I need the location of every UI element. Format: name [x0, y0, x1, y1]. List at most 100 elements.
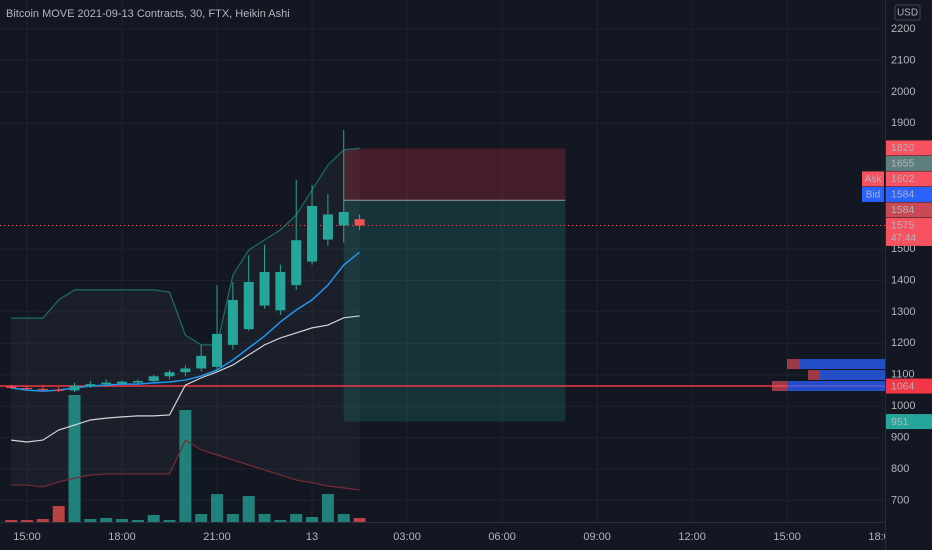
position-target-zone	[343, 200, 566, 422]
y-tick-label: 1200	[891, 337, 915, 349]
candle-body	[180, 368, 191, 373]
x-tick-label: 18:00	[108, 531, 136, 543]
volume-bar	[5, 520, 18, 522]
candle-body	[101, 382, 112, 385]
candle-body	[69, 385, 80, 391]
x-tick-label: 09:00	[583, 531, 611, 543]
indicator-line	[11, 315, 360, 443]
x-tick-label: 13	[306, 531, 318, 543]
indicator-line	[11, 147, 360, 346]
currency: USD	[897, 8, 918, 19]
price-tag-label: 1820	[891, 142, 915, 154]
plot-area: Bitcoin MOVE 2021-09-13 Contracts, 30, F…	[0, 0, 885, 522]
volume-bar	[100, 518, 113, 522]
price-tag-label: 1584	[891, 204, 915, 216]
y-tick-label: 900	[891, 431, 909, 443]
volume-bar	[211, 494, 224, 522]
candle-body	[22, 387, 33, 389]
profile-sell	[772, 381, 787, 392]
x-tick-label: 06:00	[488, 531, 516, 543]
price-tag-prefix-box	[862, 171, 884, 187]
candle-body	[322, 214, 333, 240]
candle-body	[148, 376, 159, 382]
y-tick-label: 2200	[891, 23, 915, 35]
price-tag-label: 951	[891, 416, 909, 428]
volume-bar	[353, 518, 366, 522]
x-tick-label: 12:00	[678, 531, 706, 543]
y-tick-label: 800	[891, 463, 909, 475]
candle-body	[37, 388, 48, 390]
price-tag	[886, 155, 932, 171]
position-stop-zone	[343, 148, 566, 201]
price-tag	[886, 202, 932, 218]
volume-bar	[52, 506, 65, 522]
y-tick-label: 1900	[891, 117, 915, 129]
candle-body	[132, 381, 143, 383]
y-tick-label: 1000	[891, 400, 915, 412]
profile-buy	[800, 359, 885, 370]
price-tag-label: 1575	[891, 220, 915, 232]
price-tag	[886, 186, 932, 202]
candle-body	[275, 271, 286, 311]
volume-bar	[337, 514, 350, 522]
y-tick-label: 1100	[891, 369, 915, 381]
candle-body	[117, 381, 128, 384]
candle-body	[85, 384, 96, 386]
volume-bar	[226, 514, 239, 522]
y-tick-label: 1300	[891, 306, 915, 318]
currency-box	[894, 4, 921, 21]
volume-bar	[36, 519, 49, 522]
chart-title: Bitcoin MOVE 2021-09-13 Contracts, 30, F…	[6, 8, 290, 20]
profile-buy	[820, 370, 885, 381]
volume-bar	[116, 519, 129, 522]
volume-bar	[242, 496, 255, 522]
volume-bar	[195, 514, 208, 522]
profile-sell	[787, 359, 800, 370]
volume-bar	[21, 520, 34, 522]
time-axis-bg	[0, 522, 932, 550]
candle-body	[338, 211, 349, 226]
price-tag-label: 1602	[891, 173, 915, 185]
price-tag	[886, 414, 932, 430]
volume-bar	[163, 520, 176, 522]
volume-bar	[258, 514, 271, 522]
volume-bar	[131, 520, 144, 522]
price-tag-prefix: Bid	[866, 190, 880, 201]
volume-bar	[321, 494, 334, 522]
candle-body	[259, 271, 270, 306]
x-tick-label: 21:00	[203, 531, 231, 543]
candle-body	[196, 355, 207, 369]
candle-body	[307, 205, 318, 262]
price-tag	[886, 171, 932, 187]
x-tick-label: 15:00	[773, 531, 801, 543]
candle-body	[291, 240, 302, 286]
y-tick-label: 700	[891, 494, 909, 506]
price-tag	[886, 140, 932, 156]
profile-sell	[808, 370, 820, 381]
candle-body	[6, 386, 17, 388]
price-tag-prefix-box	[862, 186, 884, 202]
volume-bar	[306, 517, 319, 522]
price-tag-label: 1064	[891, 380, 915, 392]
candle-body	[227, 299, 238, 345]
price-tag-prefix: Ask	[865, 174, 883, 185]
candle-body	[212, 333, 223, 367]
price-tag	[886, 378, 932, 394]
y-tick-label: 2000	[891, 86, 915, 98]
volume-bar	[68, 395, 81, 522]
volume-bar	[179, 410, 192, 522]
price-tag-label: 1655	[891, 158, 915, 170]
candle-body	[164, 372, 175, 377]
price-tag-label: 1584	[891, 189, 915, 201]
price-tag-sublabel: 47:44	[891, 233, 916, 244]
indicator-line	[11, 439, 360, 491]
candle-body	[354, 219, 365, 226]
x-tick-label: 15:00	[13, 531, 41, 543]
candle-body	[53, 389, 64, 391]
price-axis-bg	[885, 0, 932, 550]
volume-bar	[290, 514, 303, 522]
volume-bar	[147, 515, 160, 522]
